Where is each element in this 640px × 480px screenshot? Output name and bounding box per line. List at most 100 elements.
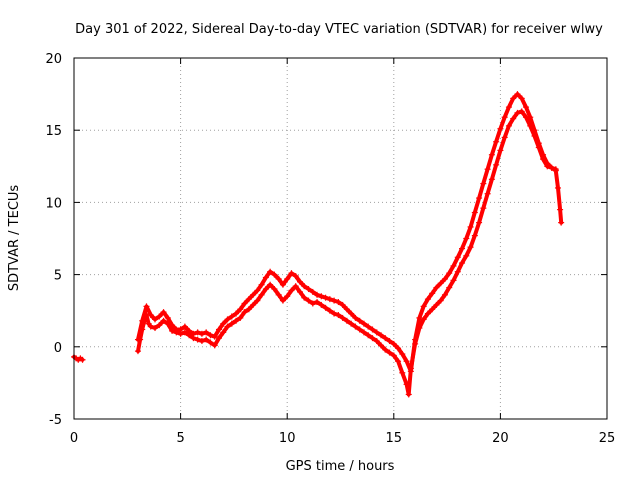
data-point (220, 320, 227, 327)
data-point (233, 310, 240, 317)
data-point (271, 286, 278, 293)
x-axis-label: GPS time / hours (286, 459, 395, 474)
data-point (156, 322, 163, 329)
data-point (262, 286, 269, 293)
data-point (480, 205, 487, 212)
data-point (343, 306, 350, 313)
data-point (254, 287, 261, 294)
data-point (558, 219, 565, 226)
data-point (365, 323, 372, 330)
data-point (407, 368, 414, 375)
data-point (501, 114, 508, 121)
data-point (467, 223, 474, 230)
data-point (250, 291, 257, 298)
data-point (360, 320, 367, 327)
data-point (395, 345, 402, 352)
data-point (535, 140, 542, 147)
data-point (339, 314, 346, 321)
data-point (228, 320, 235, 327)
data-point (424, 296, 431, 303)
data-point (139, 317, 146, 324)
data-point (152, 325, 159, 332)
data-point (258, 291, 265, 298)
data-point (224, 323, 231, 330)
data-point (152, 316, 159, 323)
data-point (510, 115, 517, 122)
series-line (136, 92, 558, 374)
data-point (352, 314, 359, 321)
data-point (548, 164, 555, 171)
data-point (471, 232, 478, 239)
data-point (211, 333, 218, 340)
data-point (233, 317, 240, 324)
data-point (467, 244, 474, 251)
data-point (356, 326, 363, 333)
data-point (181, 323, 188, 330)
data-point (275, 275, 282, 282)
data-point (497, 147, 504, 154)
data-point (296, 278, 303, 285)
y-tick-label: -5 (49, 413, 62, 428)
data-point (488, 176, 495, 183)
data-point (527, 114, 534, 121)
data-point (399, 369, 406, 376)
data-point (459, 245, 466, 252)
data-point (318, 301, 325, 308)
y-tick-label: 15 (45, 124, 62, 139)
data-point (416, 314, 423, 321)
data-point (245, 296, 252, 303)
data-point (160, 317, 167, 324)
data-point (147, 323, 154, 330)
data-point (356, 317, 363, 324)
data-point (412, 336, 419, 343)
data-point (552, 166, 559, 173)
y-tick-label: 5 (54, 269, 62, 284)
data-point (79, 356, 86, 363)
data-point (518, 95, 525, 102)
data-point (480, 180, 487, 187)
y-tick-label: 0 (54, 341, 62, 356)
data-point (493, 161, 500, 168)
data-point (228, 313, 235, 320)
data-point (373, 329, 380, 336)
data-point (292, 273, 299, 280)
data-point (267, 281, 274, 288)
data-point (429, 306, 436, 313)
data-point (390, 340, 397, 347)
y-axis-label: SDTVAR / TECUs (7, 185, 22, 292)
data-point (211, 342, 218, 349)
data-point (501, 134, 508, 141)
y-tick-label: 10 (45, 196, 62, 211)
x-tick-label: 5 (176, 431, 184, 446)
data-point (326, 296, 333, 303)
data-point (241, 309, 248, 316)
data-point (207, 339, 214, 346)
data-point (454, 254, 461, 261)
data-point (446, 284, 453, 291)
data-point (386, 338, 393, 345)
data-point (220, 329, 227, 336)
data-point (405, 391, 412, 398)
data-point (301, 294, 308, 301)
data-point (241, 300, 248, 307)
data-point (510, 95, 517, 102)
data-point (288, 270, 295, 277)
data-point (395, 358, 402, 365)
data-point (296, 288, 303, 295)
data-point (186, 327, 193, 334)
data-point (339, 301, 346, 308)
data-point (169, 327, 176, 334)
data-point (463, 235, 470, 242)
data-point (348, 320, 355, 327)
data-point (198, 330, 205, 337)
data-point (203, 336, 210, 343)
data-point (164, 314, 171, 321)
data-point (540, 151, 547, 158)
data-point (314, 291, 321, 298)
data-point (441, 291, 448, 298)
data-point (531, 127, 538, 134)
data-point (544, 160, 551, 167)
data-point (459, 260, 466, 267)
data-point (386, 349, 393, 356)
data-point (143, 303, 150, 310)
